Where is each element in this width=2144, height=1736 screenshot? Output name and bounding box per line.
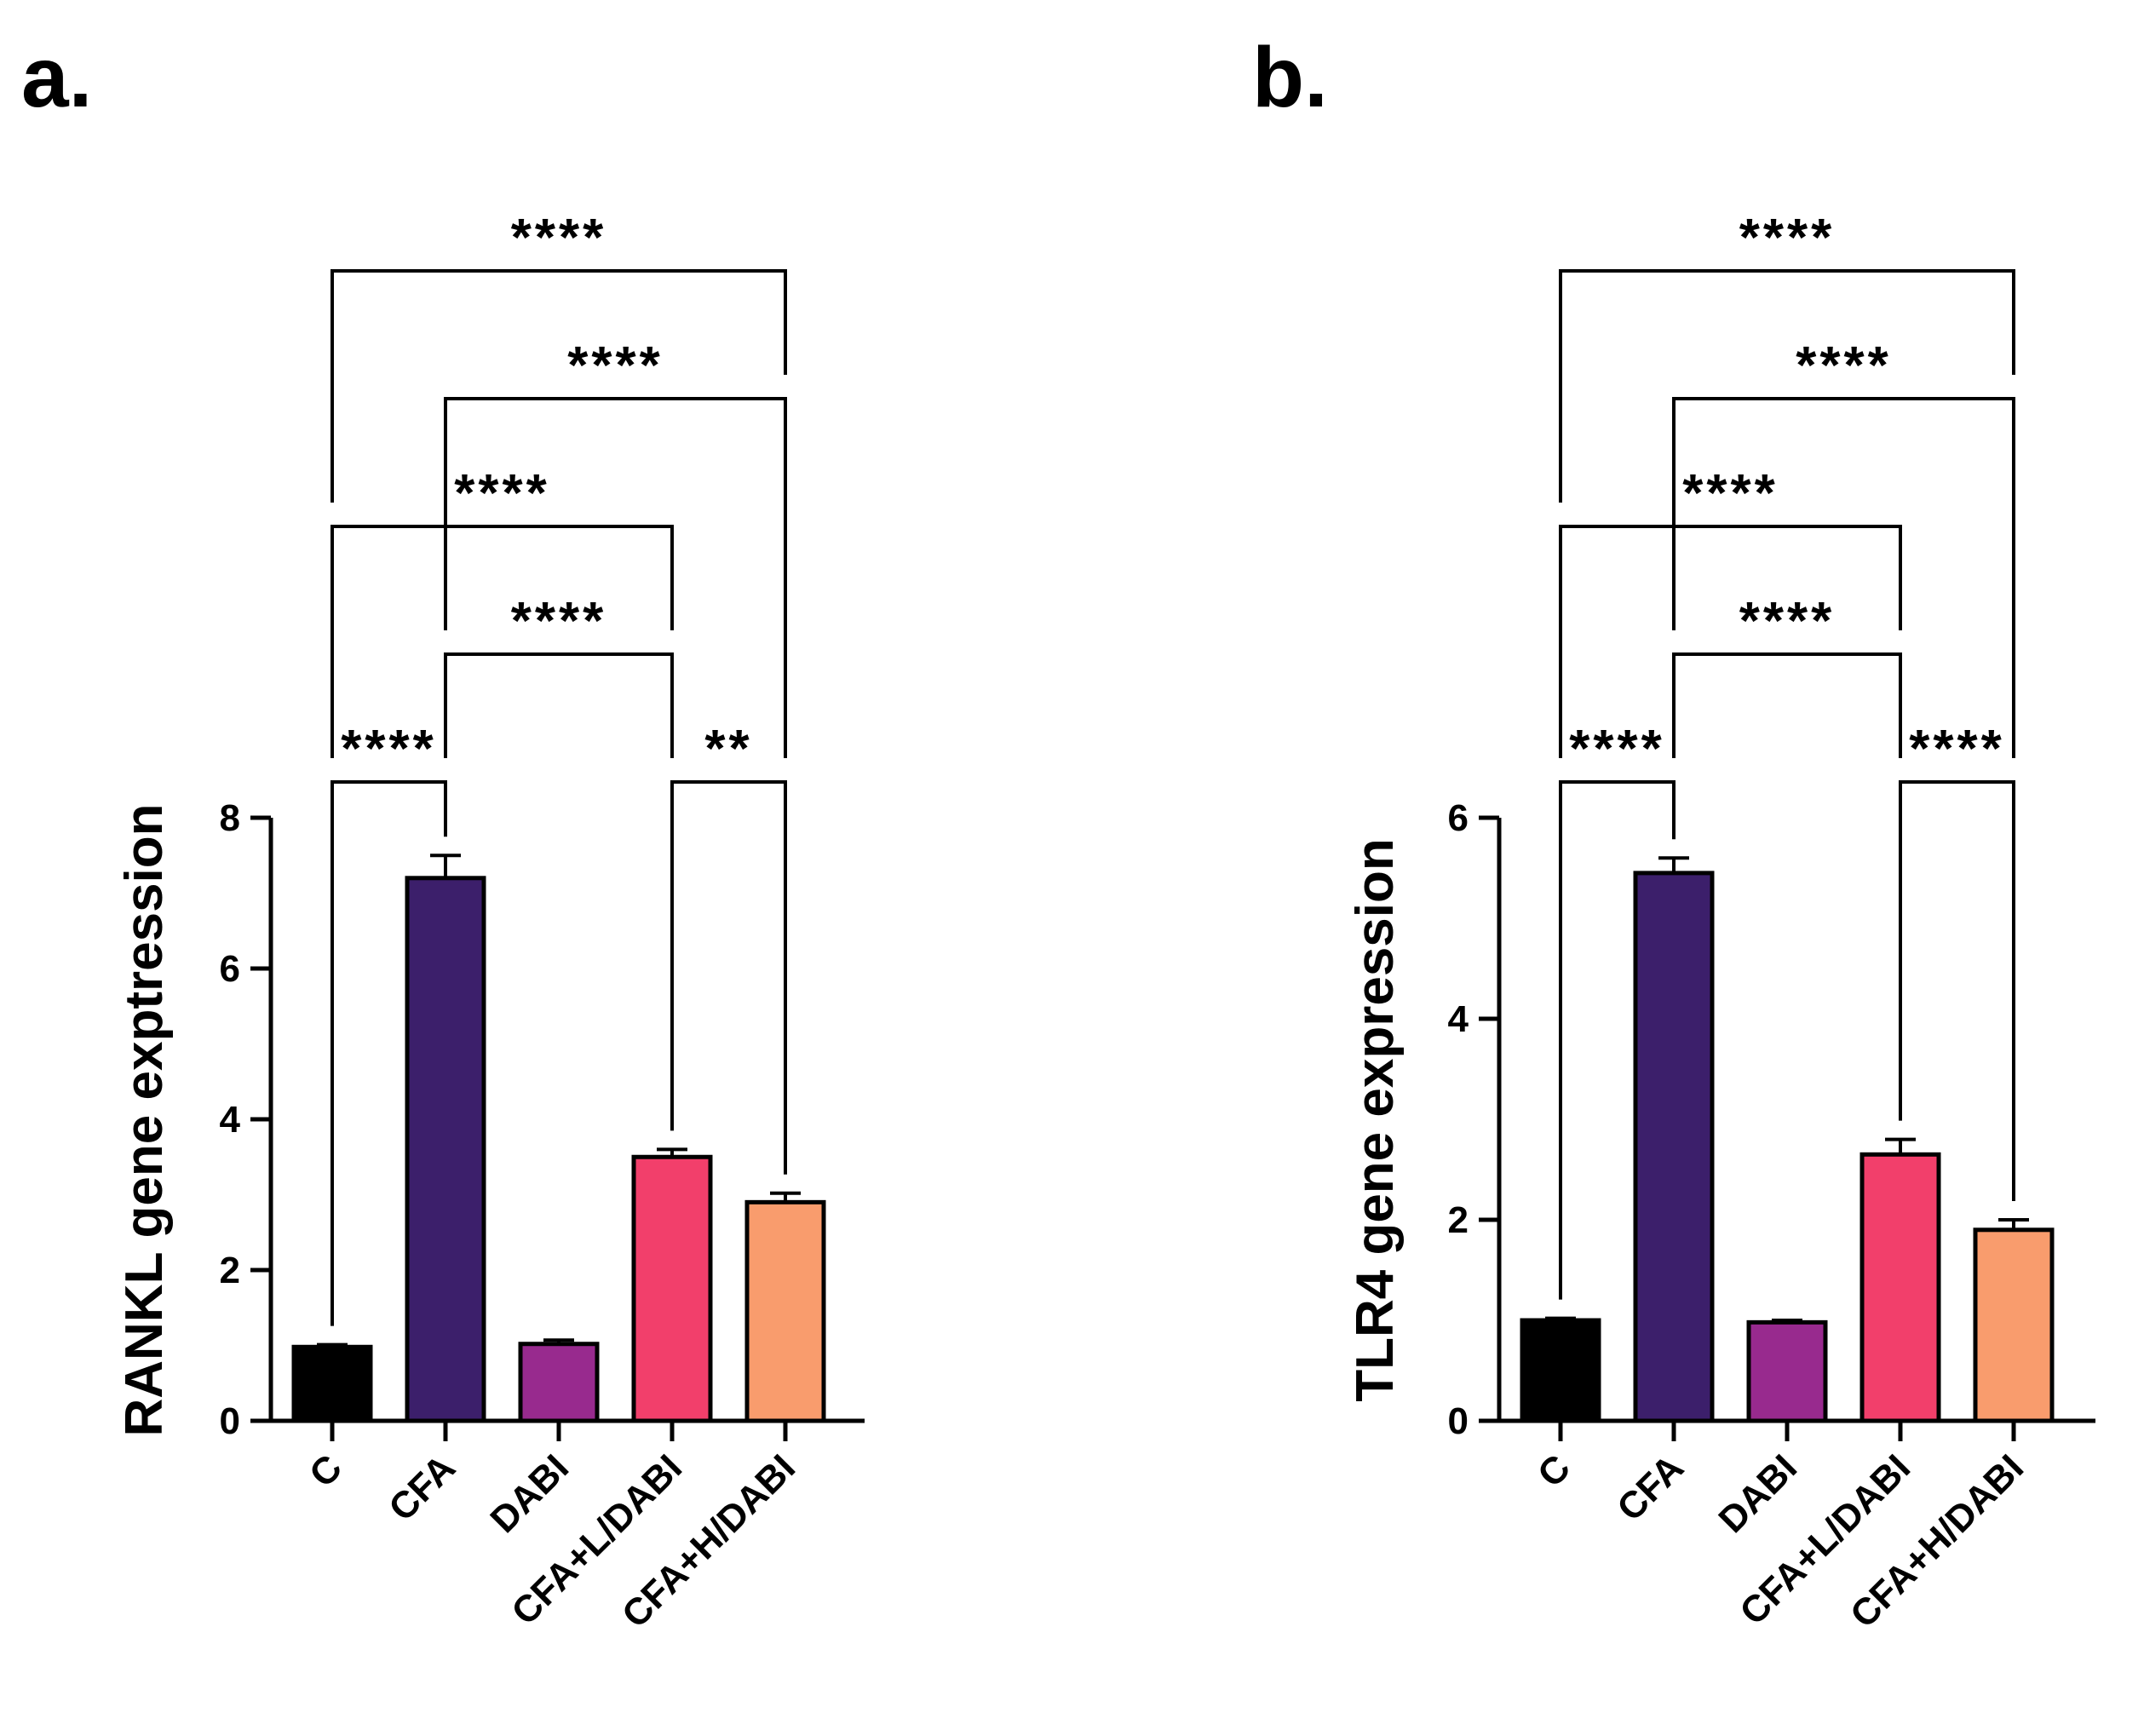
significance-bracket <box>1899 780 2015 1201</box>
significance-bracket <box>444 652 674 758</box>
significance-label: **** <box>1739 209 1836 267</box>
significance-label: **** <box>511 209 607 267</box>
significance-label: **** <box>511 592 607 651</box>
significance-bracket <box>331 780 447 1326</box>
significance-label: **** <box>1909 720 2005 779</box>
significance-bracket <box>331 269 787 503</box>
bar-DABI <box>1746 1319 1828 1423</box>
y-axis-label: RANKL gene exptression <box>115 803 174 1436</box>
y-tick-label: 8 <box>220 797 240 839</box>
y-tick-label: 0 <box>220 1400 240 1442</box>
bar-CFA <box>1633 871 1715 1423</box>
panel-letter: b. <box>1252 30 1328 125</box>
significance-bracket <box>1559 269 2015 503</box>
category-label: C <box>302 1446 350 1495</box>
bar-CFA+L/DABI <box>631 1154 713 1423</box>
bar-CFA+H/DABI <box>1973 1227 2055 1423</box>
category-label: CFA <box>381 1446 463 1529</box>
y-tick-label: 6 <box>1448 797 1469 839</box>
significance-bracket <box>670 780 787 1175</box>
significance-label: ** <box>704 720 752 779</box>
y-tick-label: 4 <box>1448 998 1469 1040</box>
y-tick-label: 2 <box>220 1250 240 1291</box>
significance-label: **** <box>567 336 664 395</box>
y-tick-label: 6 <box>220 948 240 990</box>
bar-CFA+H/DABI <box>744 1199 826 1423</box>
panel-letter: a. <box>21 30 92 125</box>
significance-bracket <box>1672 397 2015 758</box>
y-tick-label: 4 <box>220 1099 241 1141</box>
category-label: DABI <box>1710 1446 1805 1541</box>
category-label: DABI <box>482 1446 577 1541</box>
significance-bracket <box>444 397 787 758</box>
y-tick-label: 2 <box>1448 1199 1469 1241</box>
bar-CFA <box>405 876 486 1423</box>
significance-bracket <box>1672 652 1902 758</box>
significance-label: **** <box>1682 464 1779 523</box>
significance-label: **** <box>454 464 550 523</box>
significance-label: **** <box>1796 336 1892 395</box>
significance-label: **** <box>1739 592 1836 651</box>
bar-DABI <box>518 1342 600 1423</box>
bar-C <box>291 1344 373 1423</box>
bar-C <box>1520 1318 1601 1423</box>
y-tick-label: 0 <box>1448 1400 1469 1442</box>
significance-bracket <box>1559 525 1902 758</box>
significance-label: **** <box>1569 720 1665 779</box>
category-label: CFA <box>1609 1446 1692 1529</box>
significance-bracket <box>331 525 674 758</box>
significance-bracket <box>1559 780 1676 1300</box>
category-label: C <box>1530 1446 1578 1495</box>
y-axis-label: TLR4 gene expression <box>1346 838 1405 1402</box>
bar-CFA+L/DABI <box>1859 1152 1941 1423</box>
significance-label: **** <box>341 720 437 779</box>
